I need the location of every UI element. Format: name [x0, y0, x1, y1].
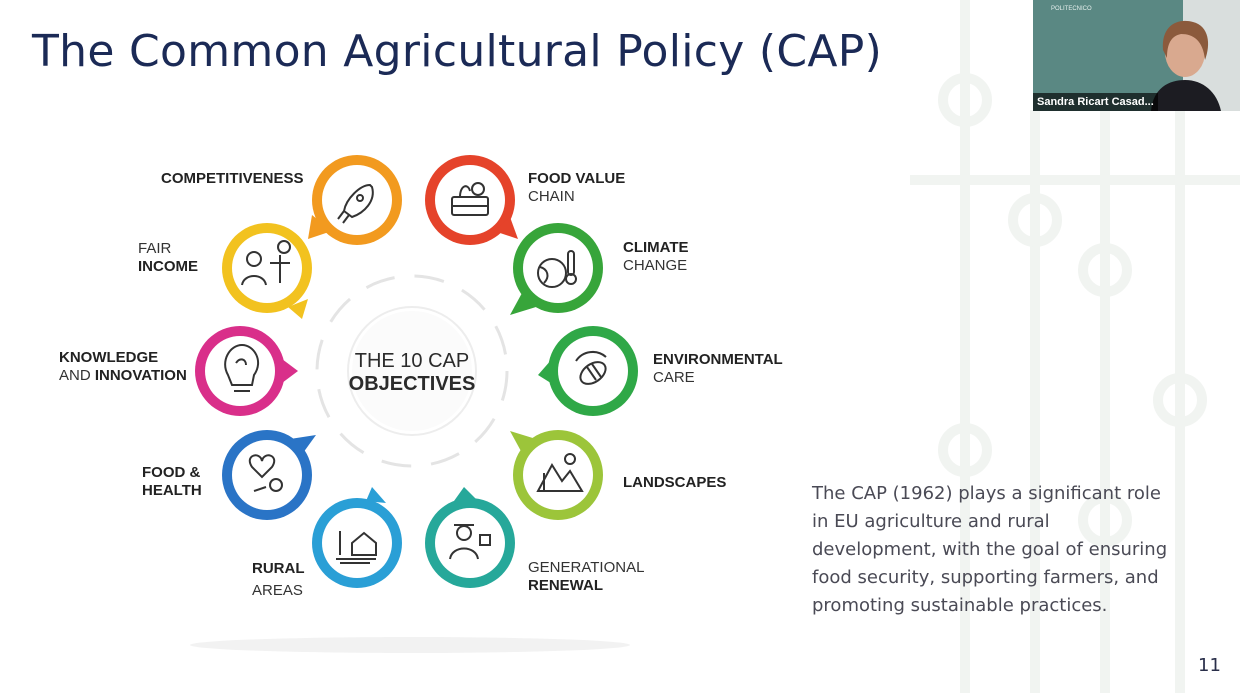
university-logo: POLITECNICO	[1051, 6, 1092, 12]
farmer-scales-icon	[241, 240, 291, 286]
label-landscapes: LANDSCAPES	[623, 474, 727, 491]
objective-fair-income	[222, 223, 312, 319]
cap-objectives-diagram: THE 10 CAP OBJECTIVES	[190, 155, 638, 653]
label-environmental-care: ENVIRONMENTAL CARE	[653, 351, 783, 386]
objective-food-value-chain	[425, 155, 518, 245]
bee-icon	[575, 350, 607, 385]
objective-climate-change	[510, 223, 603, 315]
landscape-icon	[536, 453, 584, 492]
slide-title: The Common Agricultural Policy (CAP)	[32, 26, 883, 77]
food-basket-icon	[451, 182, 489, 216]
objective-rural-areas	[312, 487, 402, 588]
label-food-health: FOOD & HEALTH	[142, 464, 202, 499]
label-competitiveness: COMPETITIVENESS	[161, 170, 304, 187]
objective-food-health	[222, 430, 316, 520]
description-text: The CAP (1962) plays a significant role …	[812, 483, 1168, 616]
label-climate-change: CLIMATE CHANGE	[623, 239, 689, 274]
participant-video-tile[interactable]: POLITECNICO Sandra Ricart Casad...	[1033, 0, 1240, 111]
label-knowledge-innovation: KNOWLEDGE AND INNOVATION	[59, 349, 187, 384]
globe-thermometer-icon	[537, 250, 577, 288]
center-title-line2: OBJECTIVES	[349, 373, 476, 395]
objective-knowledge-innovation	[195, 326, 298, 416]
rural-house-icon	[336, 531, 377, 564]
label-food-value-chain: FOOD VALUE CHAIN	[528, 170, 626, 205]
rocket-icon	[337, 183, 374, 224]
young-farmer-icon	[449, 524, 491, 560]
label-generational-renewal: GENERATIONAL RENEWAL	[528, 559, 645, 594]
video-feed	[1033, 0, 1240, 111]
page-number: 11	[1198, 655, 1221, 676]
label-rural-areas: RURAL AREAS	[252, 560, 305, 599]
objective-landscapes	[510, 430, 603, 520]
objective-competitiveness	[308, 155, 402, 245]
lightbulb-brain-icon	[224, 343, 260, 392]
participant-name: Sandra Ricart Casad...	[1033, 93, 1158, 111]
center-title-line1: THE 10 CAP	[355, 350, 469, 372]
center-circle: THE 10 CAP OBJECTIVES	[347, 306, 477, 436]
food-health-icon	[248, 454, 283, 492]
objective-generational-renewal	[425, 487, 515, 588]
objective-environmental-care	[538, 326, 638, 416]
label-fair-income: FAIR INCOME	[138, 240, 198, 275]
